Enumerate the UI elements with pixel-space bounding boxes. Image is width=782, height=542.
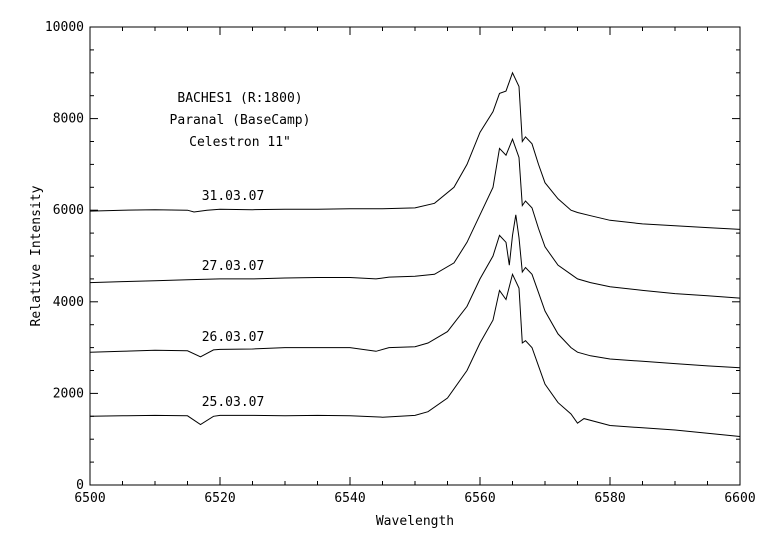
series-line-27.03.07	[89, 137, 741, 299]
series-line-31.03.07	[89, 71, 741, 230]
x-tick-labels: 6500 6520 6540 6560 6580 6600	[74, 491, 755, 506]
x-tick-label: 6540	[334, 491, 365, 506]
y-axis-label: Relative Intensity	[29, 185, 44, 326]
series-label-26.03.07: 26.03.07	[202, 330, 265, 345]
y-tick-label: 6000	[53, 203, 84, 218]
series-label-31.03.07: 31.03.07	[202, 189, 265, 204]
y-tick-label: 4000	[53, 295, 84, 310]
x-tick-label: 6500	[74, 491, 105, 506]
y-tick-labels: 0 2000 4000 6000 8000 10000	[45, 20, 84, 493]
y-tick-label: 0	[76, 478, 84, 493]
y-tick-label: 10000	[45, 20, 84, 35]
y-tick-label: 2000	[53, 386, 84, 401]
x-tick-label: 6580	[594, 491, 625, 506]
y-tick-label: 8000	[53, 112, 84, 127]
series-label-27.03.07: 27.03.07	[202, 259, 265, 274]
x-tick-label: 6600	[724, 491, 755, 506]
series-labels: 31.03.07 27.03.07 26.03.07 25.03.07	[202, 189, 265, 410]
x-tick-label: 6520	[204, 491, 235, 506]
annotation-telescope: Celestron 11"	[189, 135, 291, 150]
annotation-instrument: BACHES1 (R:1800)	[177, 91, 302, 106]
x-axis-label: Wavelength	[376, 514, 454, 529]
series-line-26.03.07	[89, 214, 741, 369]
series-layer	[89, 71, 741, 437]
series-line-25.03.07	[89, 272, 741, 437]
annotation-site: Paranal (BaseCamp)	[170, 113, 311, 128]
x-tick-label: 6560	[464, 491, 495, 506]
series-label-25.03.07: 25.03.07	[202, 395, 265, 410]
